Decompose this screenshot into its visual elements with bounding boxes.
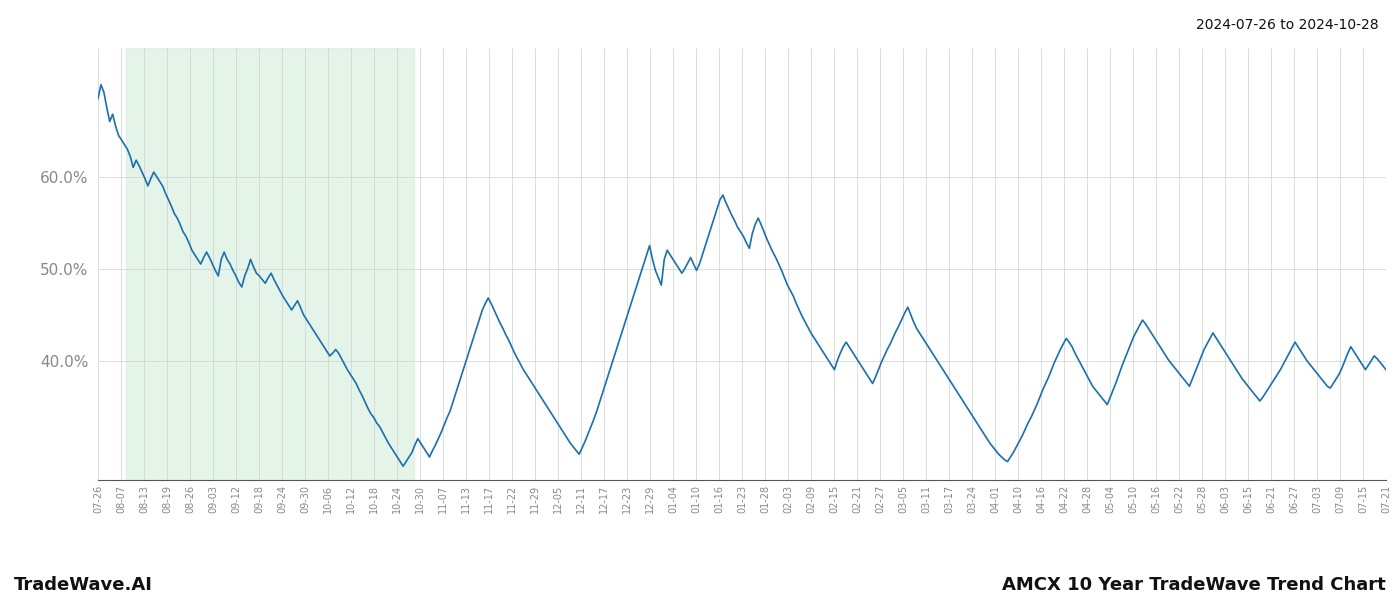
Text: 2024-07-26 to 2024-10-28: 2024-07-26 to 2024-10-28	[1197, 18, 1379, 32]
Text: TradeWave.AI: TradeWave.AI	[14, 576, 153, 594]
Bar	[126, 48, 413, 480]
Text: AMCX 10 Year TradeWave Trend Chart: AMCX 10 Year TradeWave Trend Chart	[1002, 576, 1386, 594]
